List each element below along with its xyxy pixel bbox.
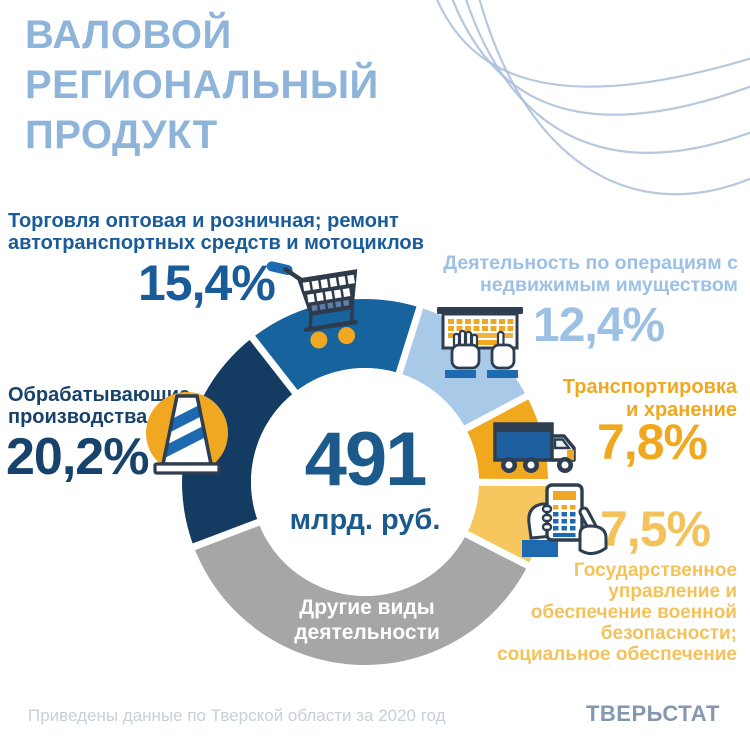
label-line: Государственное	[573, 560, 737, 581]
decorative-curve	[451, 0, 750, 116]
label-line: обеспечение военной	[530, 602, 737, 623]
title-line: ПРОДУКТ	[25, 113, 218, 157]
transport-sector-value: 7,8%	[597, 414, 708, 470]
slice-gap	[457, 527, 538, 573]
label-line: безопасности;	[600, 623, 737, 644]
traffic-cone-icon	[146, 392, 228, 475]
label-line: и хранение	[625, 398, 737, 421]
label-line: Деятельность по операциям с	[443, 252, 738, 274]
label-line: недвижимым имуществом	[480, 274, 738, 296]
government-sector-value: 7,5%	[600, 501, 711, 557]
slice-gap	[184, 516, 268, 554]
decorative-curve	[478, 0, 750, 196]
calculator-hands-icon	[522, 483, 608, 557]
slice-gap	[393, 297, 426, 382]
trade-sector-label: Торговля оптовая и розничная; ремонт авт…	[8, 210, 428, 254]
label-line: управление и	[608, 581, 737, 602]
shopping-cart-icon	[266, 261, 358, 349]
title-line: ВАЛОВОЙ	[25, 13, 232, 57]
other-activities-label: Другие виды деятельности	[267, 596, 467, 645]
label-line: Обрабатывающие	[8, 384, 191, 406]
donut-slice-manufacturing	[181, 337, 295, 547]
slice-gap	[244, 328, 303, 401]
tverstat-logo: ТВЕРЬСТАТ	[585, 701, 720, 726]
footer-note: Приведены данные по Тверской области за …	[28, 706, 446, 725]
title-line: РЕГИОНАЛЬНЫЙ	[25, 63, 379, 107]
manufacturing-sector-value: 20,2%	[6, 428, 149, 486]
realty-sector-label: Деятельность по операциям с недвижимым и…	[400, 252, 738, 296]
donut-center-unit: млрд. руб.	[289, 504, 441, 536]
label-line: деятельности	[294, 620, 440, 644]
slice-gap	[457, 389, 537, 436]
truck-icon	[493, 422, 576, 473]
donut-center-value: 491	[304, 417, 428, 502]
page-title: ВАЛОВОЙ РЕГИОНАЛЬНЫЙ ПРОДУКТ	[25, 10, 379, 160]
label-line: Торговля оптовая и розничная; ремонт	[8, 210, 399, 232]
label-line: Другие виды	[299, 596, 435, 619]
label-line: Транспортировка	[562, 376, 737, 398]
label-line: автотранспортных средств и мотоциклов	[8, 231, 424, 254]
donut-slice-other	[193, 522, 528, 665]
label-line: производства	[8, 406, 148, 428]
realty-sector-value: 12,4%	[533, 299, 665, 352]
donut-slice-trade	[252, 299, 420, 393]
label-line: социальное обеспечение	[497, 644, 737, 665]
government-sector-label: Государственное управление и обеспечение…	[490, 560, 737, 665]
donut-hole	[251, 368, 479, 596]
decorative-curve	[465, 0, 750, 154]
trade-sector-value: 15,4%	[138, 255, 276, 311]
transport-sector-label: Транспортировка и хранение	[480, 376, 737, 421]
manufacturing-sector-label: Обрабатывающие производства	[8, 384, 308, 428]
real-estate-hands-icon	[437, 307, 523, 378]
decorative-curve	[436, 0, 750, 88]
donut-center: 491 млрд. руб.	[245, 420, 485, 537]
